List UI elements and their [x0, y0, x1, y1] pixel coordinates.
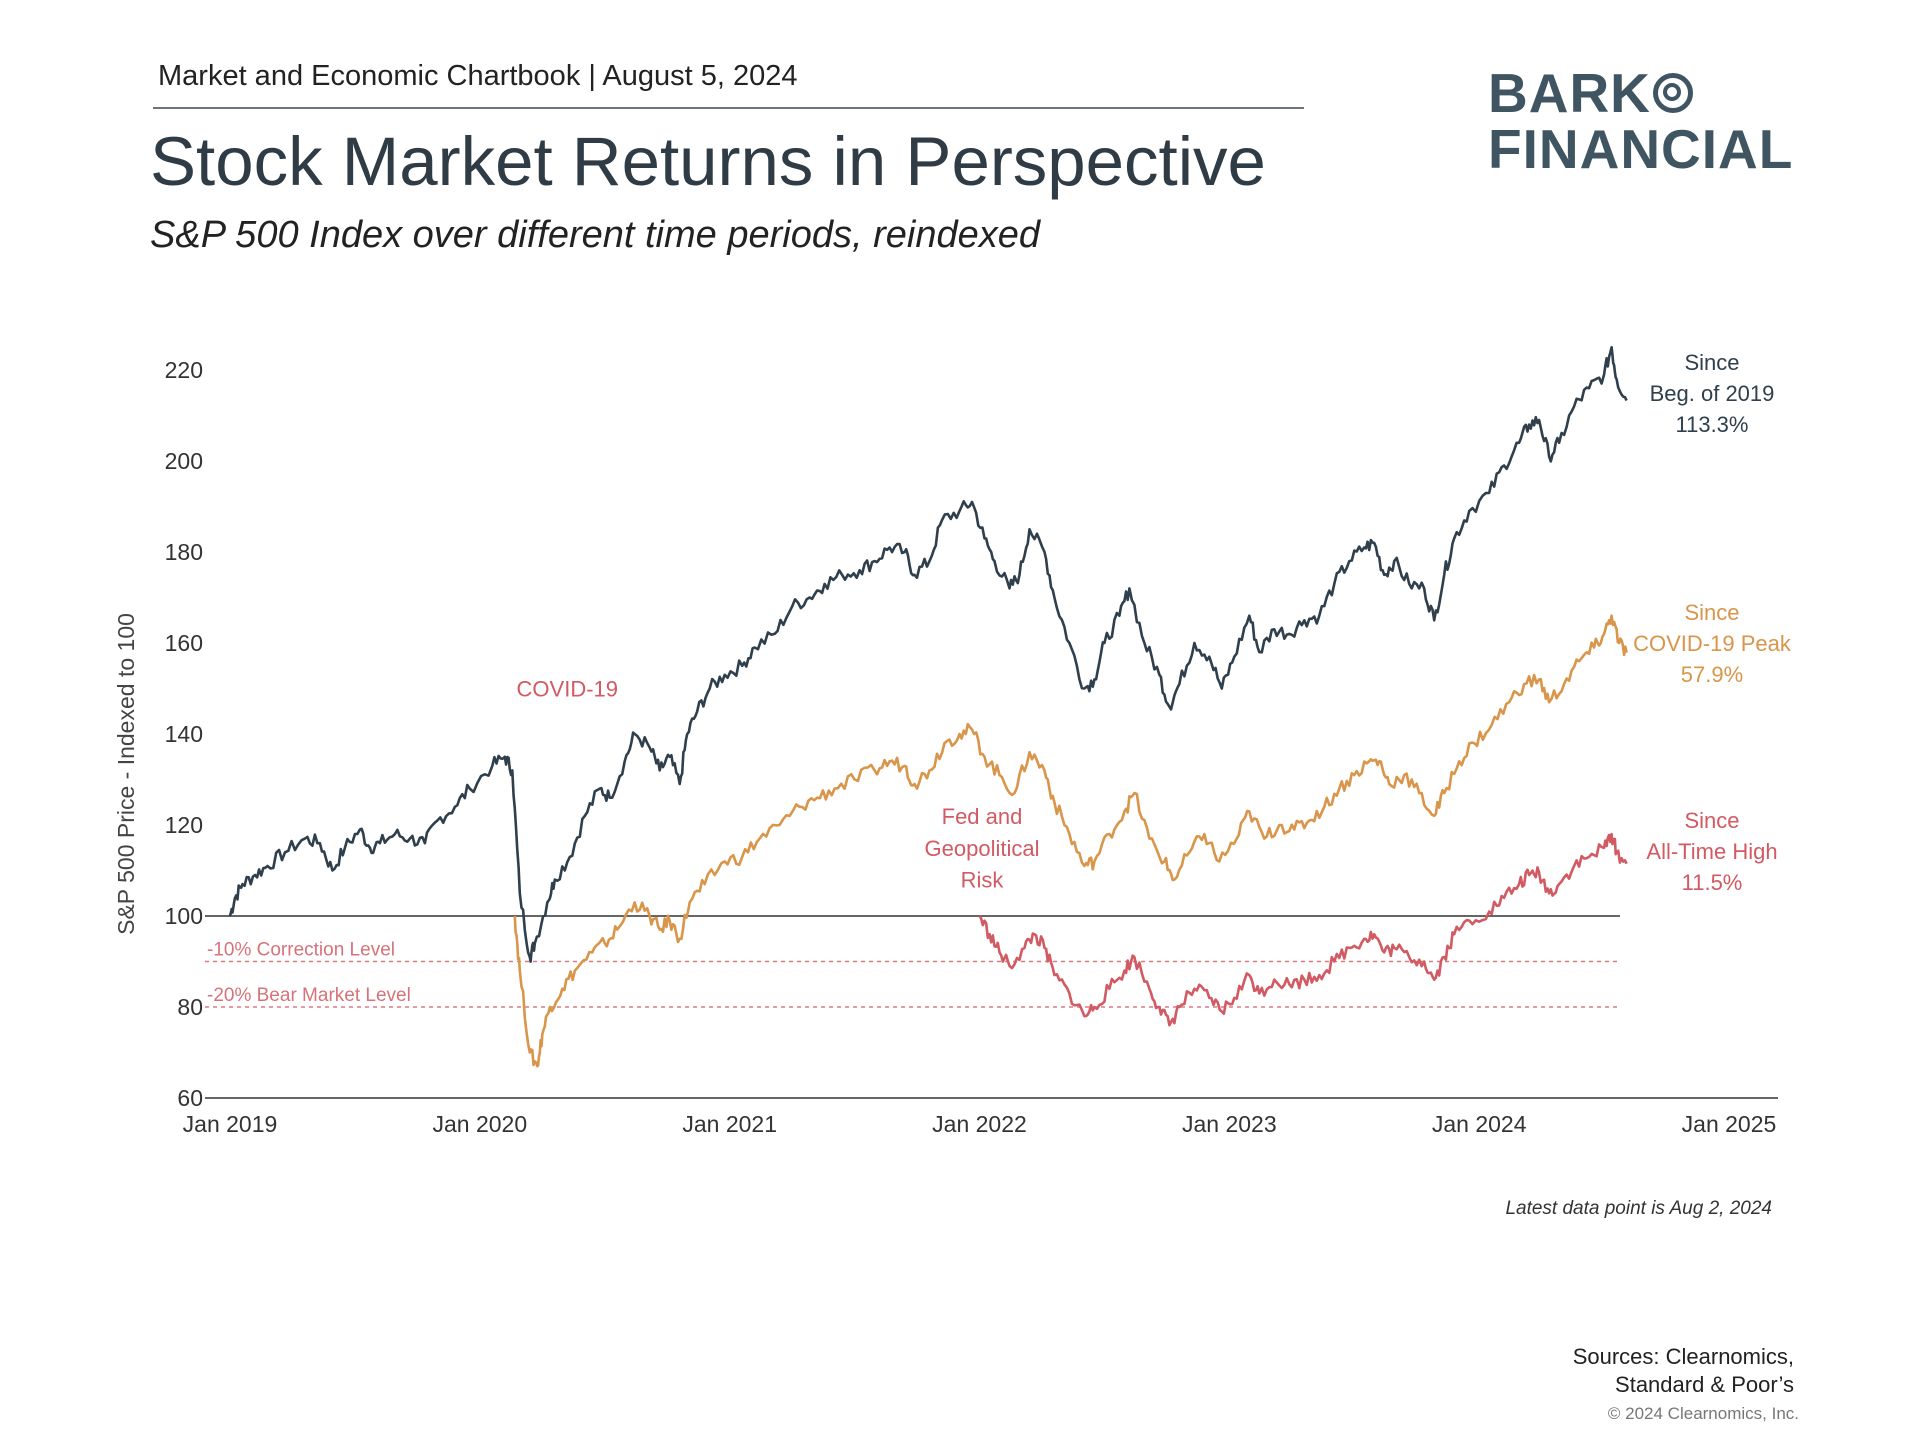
- y-tick-label: 160: [165, 630, 203, 656]
- chart-annotation: COVID-19: [517, 677, 618, 702]
- series-end-label: Beg. of 2019: [1650, 381, 1775, 406]
- y-tick-label: 80: [177, 994, 203, 1020]
- x-tick-label: Jan 2020: [433, 1111, 528, 1137]
- y-tick-label: 60: [177, 1085, 203, 1111]
- x-tick-label: Jan 2022: [932, 1111, 1027, 1137]
- y-tick-label: 220: [165, 357, 203, 383]
- series-end-label: 57.9%: [1681, 662, 1743, 687]
- x-tick-label: Jan 2019: [183, 1111, 278, 1137]
- chart-annotation: Fed and: [942, 804, 1023, 829]
- latest-data-note: Latest data point is Aug 2, 2024: [1505, 1198, 1772, 1219]
- series-line-3: [978, 832, 1628, 1027]
- x-tick-label: Jan 2023: [1182, 1111, 1277, 1137]
- barko-financial-logo: BARK FINANCIAL: [1488, 65, 1793, 177]
- sources-line2: Standard & Poor’s: [1615, 1372, 1794, 1397]
- page-title: Stock Market Returns in Perspective: [150, 123, 1266, 200]
- series-end-label: Since: [1684, 600, 1739, 625]
- sources: Sources: Clearnomics, Standard & Poor’s: [1450, 1343, 1794, 1399]
- x-tick-label: Jan 2024: [1432, 1111, 1527, 1137]
- series-end-label: COVID-19 Peak: [1633, 631, 1792, 656]
- y-tick-label: 180: [165, 539, 203, 565]
- y-tick-label: 120: [165, 812, 203, 838]
- header-divider: [153, 107, 1304, 109]
- chart-annotation: Geopolitical: [925, 836, 1040, 861]
- series-end-label: All-Time High: [1646, 839, 1777, 864]
- y-tick-label: 100: [165, 903, 203, 929]
- series-line-1: [228, 346, 1628, 963]
- reference-label-90: -10% Correction Level: [207, 940, 395, 961]
- chartbook-header: Market and Economic Chartbook | August 5…: [158, 60, 798, 92]
- series-end-label: 11.5%: [1682, 870, 1743, 895]
- x-tick-label: Jan 2021: [682, 1111, 777, 1137]
- page-subtitle: S&P 500 Index over different time period…: [150, 214, 1040, 256]
- logo-line1: BARK: [1488, 62, 1651, 124]
- series-line-2: [513, 614, 1628, 1068]
- chart-annotation: Risk: [961, 868, 1005, 893]
- y-tick-label: 140: [165, 721, 203, 747]
- copyright: © 2024 Clearnomics, Inc.: [1607, 1404, 1799, 1423]
- y-tick-label: 200: [165, 448, 203, 474]
- logo-circle-icon: [1652, 73, 1693, 113]
- sources-line1: Sources: Clearnomics,: [1572, 1344, 1794, 1369]
- logo-line2: FINANCIAL: [1488, 118, 1794, 180]
- reference-label-80: -20% Bear Market Level: [207, 985, 411, 1006]
- y-axis-title: S&P 500 Price - Indexed to 100: [113, 613, 139, 935]
- series-end-label: Since: [1684, 350, 1739, 375]
- series-end-label: Since: [1684, 808, 1739, 833]
- series-end-label: 113.3%: [1676, 412, 1749, 437]
- x-tick-label: Jan 2025: [1682, 1111, 1777, 1137]
